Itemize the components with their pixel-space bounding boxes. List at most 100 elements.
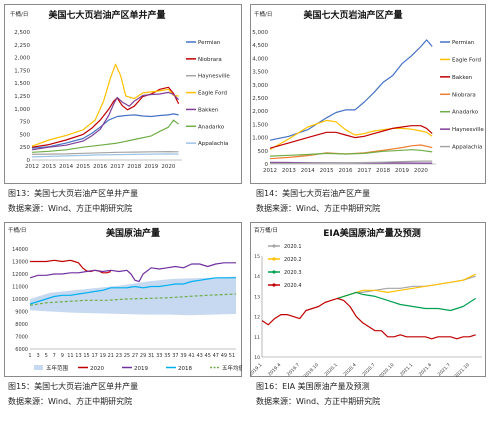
legend-label: 2020 bbox=[90, 366, 104, 372]
x-tick-label: 2020.7 bbox=[361, 362, 376, 377]
y-tick-label: 500 bbox=[20, 132, 31, 138]
x-tick-label: 35 bbox=[164, 353, 170, 359]
legend-label: Niobrara bbox=[198, 57, 222, 63]
x-tick-label: 2020.10 bbox=[378, 362, 395, 377]
x-tick-label: 2015 bbox=[76, 164, 90, 170]
x-tick-label: 49 bbox=[221, 353, 227, 359]
legend-label: Niobrara bbox=[452, 92, 476, 98]
x-tick-label: 2012 bbox=[263, 168, 277, 174]
x-tick-label: 2018 bbox=[127, 164, 141, 170]
y-tick-label: 1,500 bbox=[252, 122, 268, 128]
y-tick-label: 2,500 bbox=[252, 96, 268, 102]
unit-label: 千桶/日 bbox=[10, 10, 28, 18]
y-tick-label: 250 bbox=[20, 145, 31, 151]
x-tick-label: 45 bbox=[205, 353, 211, 359]
y-tick-label: 2,500 bbox=[14, 30, 30, 36]
y-tick-label: 7000 bbox=[15, 335, 28, 341]
x-tick-label: 2012 bbox=[25, 164, 39, 170]
y-tick-label: 5,000 bbox=[252, 30, 268, 36]
x-tick-label: 2019.10 bbox=[303, 362, 320, 377]
source-note-3: 数据来源：Wind、方正中期研究院 bbox=[8, 397, 133, 406]
figure-caption-4: 图16：EIA 美国原油产量及预测 bbox=[256, 382, 370, 391]
x-tick-label: 2014 bbox=[59, 164, 73, 170]
source-note-2: 数据来源：Wind、方正中期研究院 bbox=[256, 204, 381, 213]
x-tick-label: 2021.4 bbox=[418, 362, 433, 377]
y-tick-label: 14000 bbox=[12, 247, 28, 253]
legend-label: Permian bbox=[452, 40, 475, 46]
x-tick-label: 11 bbox=[67, 353, 73, 359]
x-tick-label: 2017 bbox=[110, 164, 124, 170]
x-tick-label: 1 bbox=[28, 353, 31, 359]
figure-caption-2: 图14：美国七大页岩油产区产量 bbox=[256, 189, 371, 198]
x-tick-label: 2013 bbox=[42, 164, 56, 170]
legend-label: 五年均值 bbox=[222, 364, 242, 372]
x-tick-label: 31 bbox=[148, 353, 154, 359]
series-line bbox=[29, 262, 236, 283]
y-tick-label: 10000 bbox=[12, 297, 28, 303]
chart-title: 美国七大页岩油产区产量 bbox=[303, 9, 402, 21]
x-tick-label: 2018 bbox=[376, 168, 390, 174]
x-tick-label: 29 bbox=[140, 353, 146, 359]
x-tick-label: 7 bbox=[53, 353, 56, 359]
chart-title: EIA美国原油产量及预测 bbox=[323, 227, 420, 239]
series-line bbox=[31, 119, 179, 153]
legend-swatch bbox=[34, 365, 43, 370]
y-tick-label: 11000 bbox=[12, 285, 28, 291]
legend-label: Appalachia bbox=[198, 141, 228, 147]
y-tick-label: 4,000 bbox=[252, 56, 268, 62]
legend-label: Haynesville bbox=[198, 74, 230, 80]
y-tick-label: 1,250 bbox=[14, 94, 30, 100]
chart-frame-4 bbox=[250, 222, 486, 377]
y-tick-label: 0 bbox=[27, 158, 31, 164]
x-tick-label: 5 bbox=[45, 353, 48, 359]
chart-title: 美国原油产量 bbox=[106, 227, 160, 239]
series-line bbox=[30, 259, 111, 274]
unit-label: 千桶/日 bbox=[8, 226, 26, 234]
source-note-4: 数据来源：Wind、方正中期研究院 bbox=[256, 397, 381, 406]
x-tick-label: 33 bbox=[156, 353, 162, 359]
series-line bbox=[269, 125, 433, 149]
x-tick-label: 2014 bbox=[301, 168, 315, 174]
y-tick-label: 14 bbox=[254, 274, 260, 280]
x-tick-label: 19 bbox=[100, 353, 106, 359]
figure-caption-3: 图15：美国七大页岩油产区单井产量 bbox=[8, 382, 139, 391]
y-tick-label: 9000 bbox=[15, 310, 28, 316]
legend-label: 2019 bbox=[134, 366, 148, 372]
x-tick-label: 41 bbox=[188, 353, 194, 359]
series-line bbox=[29, 277, 236, 305]
x-tick-label: 25 bbox=[124, 353, 130, 359]
range-band bbox=[30, 276, 236, 316]
legend-marker bbox=[272, 270, 276, 274]
series-line bbox=[29, 293, 237, 306]
legend-label: Anadarko bbox=[452, 110, 479, 116]
x-tick-label: 2019 bbox=[144, 164, 158, 170]
legend-label: 2020.2 bbox=[284, 257, 302, 263]
chart-2: 美国七大页岩油产区产量 千桶/日 0 500 1,000 1,500 2,000 2,500 3… bbox=[252, 9, 484, 174]
chart-3: 美国原油产量 千桶/日 6000 7000 8000 9000 10000 11000 1200… bbox=[8, 226, 242, 372]
chart-title: 美国七大页岩油产区单井产量 bbox=[48, 9, 165, 21]
x-tick-label: 2013 bbox=[282, 168, 296, 174]
source-note-1: 数据来源：Wind、方正中期研究院 bbox=[8, 204, 133, 213]
legend-label: Appalachia bbox=[452, 145, 482, 151]
legend-label: Bakken bbox=[452, 75, 473, 81]
series-line bbox=[337, 275, 476, 299]
x-tick-label: 2016 bbox=[338, 168, 352, 174]
legend-label: Bakken bbox=[198, 107, 219, 113]
chart-1: 美国七大页岩油产区单井产量 千桶/日 0 250 500 750 1,000 1,250 1,5… bbox=[10, 9, 230, 170]
x-tick-label: 2019.1 bbox=[250, 362, 264, 377]
y-tick-label: 4,500 bbox=[252, 43, 268, 49]
x-tick-label: 13 bbox=[75, 353, 81, 359]
series-line bbox=[31, 153, 179, 158]
y-tick-label: 0 bbox=[265, 162, 269, 168]
x-tick-label: 47 bbox=[213, 353, 219, 359]
series-line bbox=[31, 113, 179, 149]
x-tick-label: 2015 bbox=[320, 168, 334, 174]
series-line bbox=[269, 144, 433, 160]
y-tick-label: 2,000 bbox=[252, 109, 268, 115]
series-line bbox=[31, 91, 180, 151]
x-tick-label: 9 bbox=[61, 353, 64, 359]
y-tick-label: 1,500 bbox=[14, 81, 30, 87]
y-tick-label: 3,500 bbox=[252, 70, 268, 76]
x-tick-label: 2021.10 bbox=[453, 362, 470, 377]
